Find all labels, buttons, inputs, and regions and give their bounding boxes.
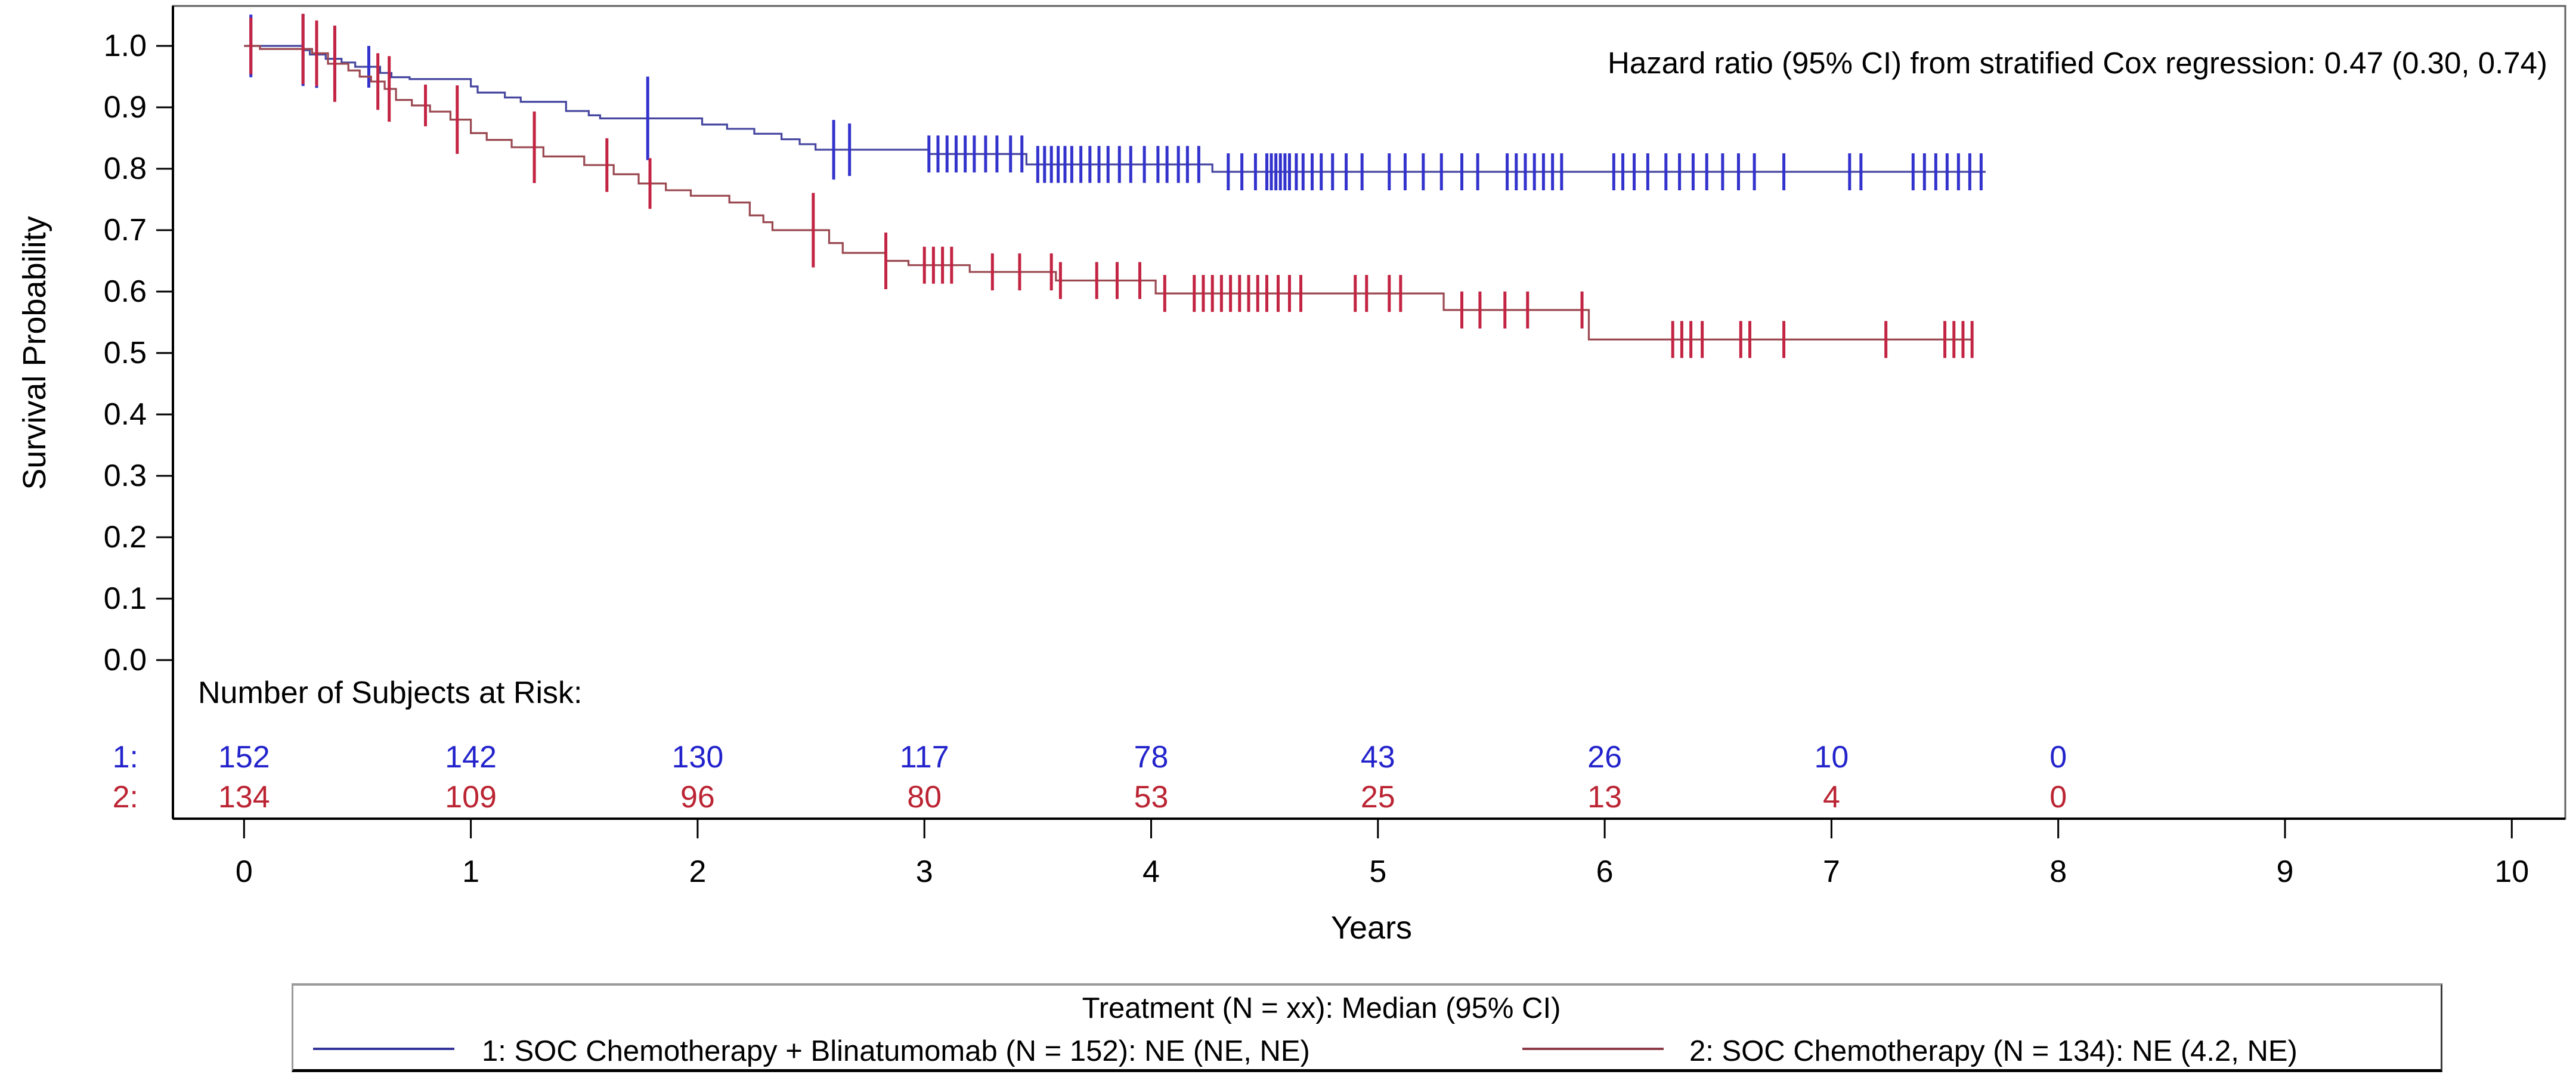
- legend-entry-1: 1: SOC Chemotherapy + Blinatumomab (N = …: [482, 1035, 1310, 1067]
- x-tick-label: 10: [2494, 854, 2529, 889]
- y-tick-label: 0.5: [104, 336, 147, 370]
- risk-count: 80: [907, 780, 942, 815]
- risk-count: 43: [1361, 740, 1395, 775]
- x-tick-label: 8: [2049, 854, 2067, 889]
- legend-entry-2: 2: SOC Chemotherapy (N = 134): NE (4.2, …: [1689, 1035, 2298, 1067]
- x-tick-label: 2: [689, 854, 706, 889]
- y-tick-label: 0.0: [104, 643, 147, 677]
- risk-count: 134: [218, 780, 270, 815]
- legend-line-sample-2: [1522, 1048, 1664, 1050]
- risk-row-label: 2:: [113, 780, 138, 815]
- y-tick-label: 0.1: [104, 581, 147, 616]
- survival-curve-2: [244, 45, 1973, 340]
- risk-count: 152: [218, 740, 270, 775]
- y-tick-label: 0.9: [104, 90, 147, 125]
- legend-line-sample-1: [313, 1048, 454, 1050]
- x-tick-label: 4: [1143, 854, 1160, 889]
- risk-count: 53: [1134, 780, 1169, 815]
- risk-count: 109: [445, 780, 497, 815]
- risk-count: 10: [1814, 740, 1849, 775]
- risk-count: 78: [1134, 740, 1169, 775]
- x-tick-label: 0: [236, 854, 253, 889]
- x-tick-label: 6: [1596, 854, 1614, 889]
- x-tick-label: 7: [1823, 854, 1840, 889]
- risk-count: 0: [2049, 740, 2067, 775]
- y-tick-label: 0.3: [104, 459, 147, 493]
- x-tick-label: 3: [916, 854, 933, 889]
- hazard-ratio-annotation: Hazard ratio (95% CI) from stratified Co…: [1608, 46, 2547, 80]
- x-tick-label: 5: [1369, 854, 1386, 889]
- risk-table-title: Number of Subjects at Risk:: [198, 676, 583, 710]
- x-tick-label: 1: [462, 854, 479, 889]
- y-tick-label: 0.4: [104, 397, 147, 432]
- risk-count: 25: [1361, 780, 1395, 815]
- legend-box: Treatment (N = xx): Median (95% CI) 1: S…: [292, 983, 2442, 1072]
- y-tick-label: 0.8: [104, 151, 147, 186]
- y-tick-label: 1.0: [104, 29, 147, 63]
- x-tick-label: 9: [2277, 854, 2294, 889]
- y-tick-label: 0.6: [104, 274, 147, 309]
- risk-count: 96: [680, 780, 715, 815]
- y-tick-label: 0.7: [104, 213, 147, 247]
- x-axis-title: Years: [1330, 910, 1413, 946]
- legend-title: Treatment (N = xx): Median (95% CI): [1082, 992, 1561, 1024]
- risk-count: 13: [1587, 780, 1622, 815]
- risk-count: 130: [672, 740, 724, 775]
- y-axis-title: Survival Probability: [17, 216, 52, 490]
- survival-curve-1: [244, 45, 1986, 173]
- risk-row-label: 1:: [113, 740, 138, 775]
- risk-count: 142: [445, 740, 497, 775]
- risk-count: 4: [1823, 780, 1840, 815]
- risk-count: 117: [900, 740, 949, 775]
- y-tick-label: 0.2: [104, 520, 147, 555]
- risk-count: 26: [1587, 740, 1622, 775]
- risk-count: 0: [2049, 780, 2067, 815]
